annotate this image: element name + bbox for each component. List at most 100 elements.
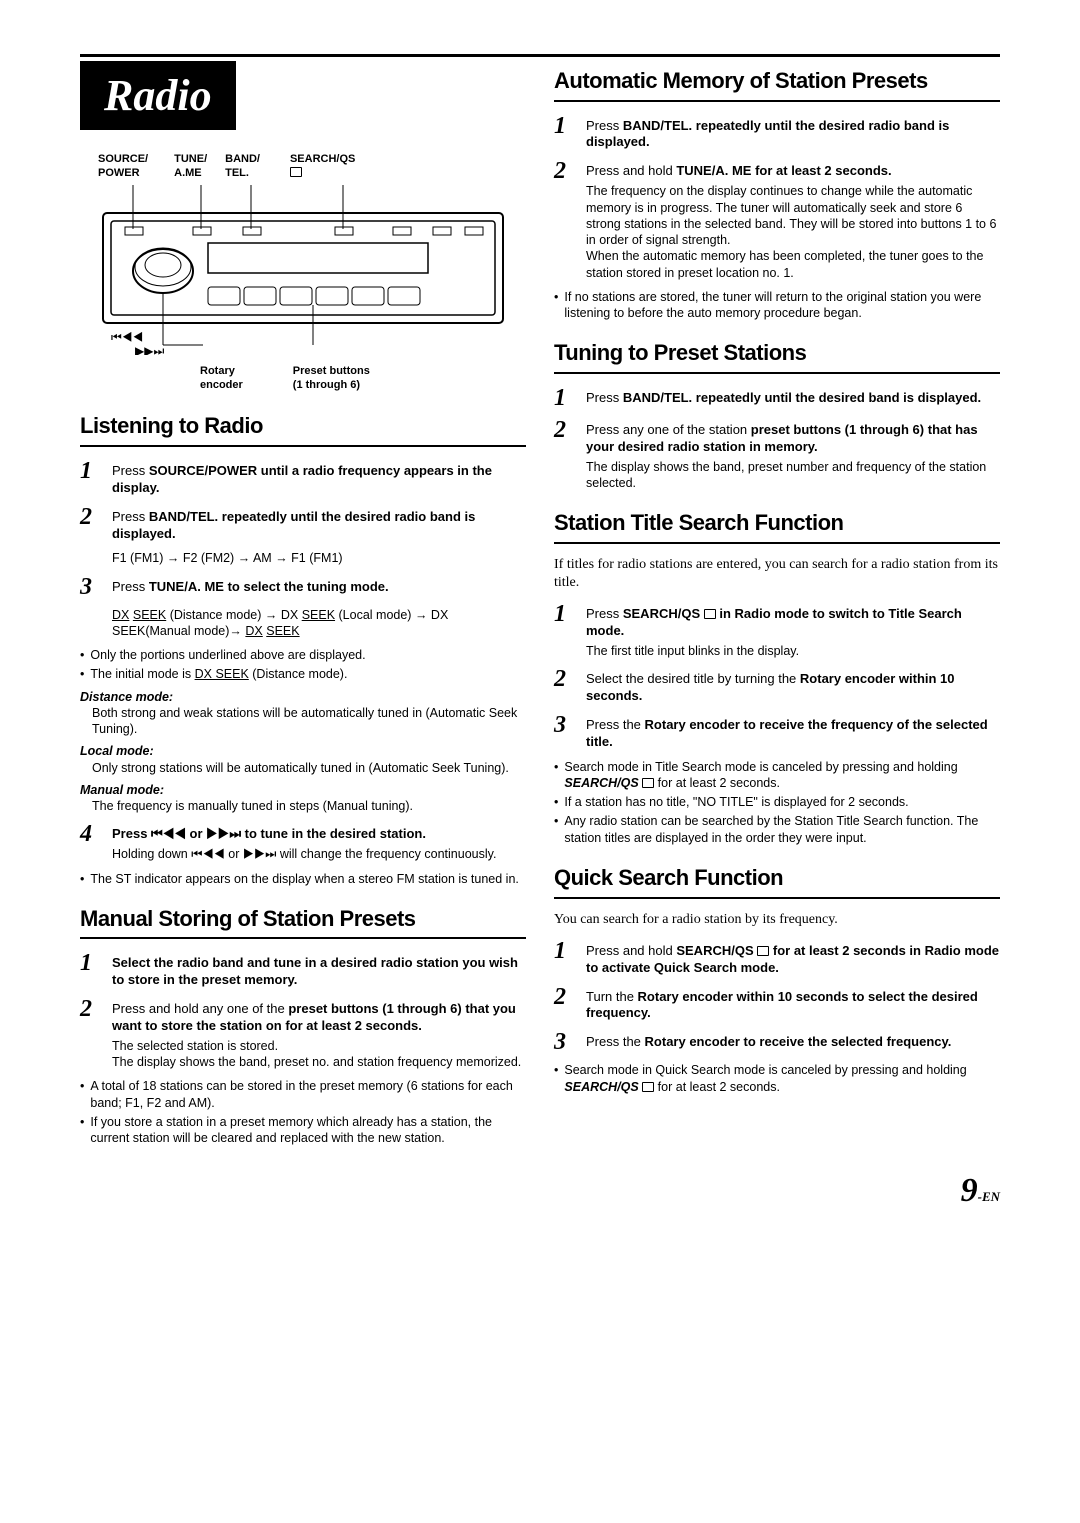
label-search-qs: SEARCH/QS xyxy=(290,152,355,181)
listening-note: The ST indicator appears on the display … xyxy=(80,871,526,887)
radio-illustration: ⏮◀◀ ▶▶⏭ xyxy=(80,185,526,355)
step-text: Press and hold TUNE/A. ME for at least 2… xyxy=(586,163,892,178)
step-sub: The display shows the band, preset numbe… xyxy=(586,459,1000,492)
mode-distance-label: Distance mode: xyxy=(80,689,526,705)
preset-step2: 2 Press any one of the station preset bu… xyxy=(554,418,1000,491)
book-icon xyxy=(642,1082,654,1092)
step-sub: The selected station is stored. The disp… xyxy=(112,1038,526,1071)
step-number: 3 xyxy=(554,713,576,737)
step-number: 1 xyxy=(554,939,576,963)
titlesearch-bullet3: Any radio station can be searched by the… xyxy=(554,813,1000,846)
label-source-power: SOURCE/ POWER xyxy=(98,152,148,181)
step-number: 4 xyxy=(80,822,102,846)
manual-bullet2: If you store a station in a preset memor… xyxy=(80,1114,526,1147)
radio-diagram: SOURCE/ POWER TUNE/ A.ME BAND/ TEL. SEAR… xyxy=(80,152,526,392)
step-text: Press ⏮◀◀ or ▶▶⏭ to tune in the desired … xyxy=(112,826,426,841)
step-text: Press TUNE/A. ME to select the tuning mo… xyxy=(112,579,389,594)
listening-step1: 1 Press SOURCE/POWER until a radio frequ… xyxy=(80,459,526,497)
step-text: Press the Rotary encoder to receive the … xyxy=(586,717,988,749)
listening-step2: 2 Press BAND/TEL. repeatedly until the d… xyxy=(80,505,526,543)
step-text: Press and hold any one of the preset but… xyxy=(112,1001,516,1033)
left-column: Radio SOURCE/ POWER TUNE/ A.ME BAND/ TEL… xyxy=(80,61,526,1149)
titlesearch-bullet1: Search mode in Title Search mode is canc… xyxy=(554,759,1000,792)
quicksearch-step1: 1 Press and hold SEARCH/QS for at least … xyxy=(554,939,1000,977)
diagram-bottom-labels: Rotary encoder Preset buttons (1 through… xyxy=(80,364,526,393)
step-text: Press the Rotary encoder to receive the … xyxy=(586,1034,951,1049)
book-icon xyxy=(642,778,654,788)
step-number: 2 xyxy=(80,505,102,529)
step-sub: Holding down ⏮◀◀ or ▶▶⏭ will change the … xyxy=(112,846,526,862)
step-text: Press BAND/TEL. repeatedly until the des… xyxy=(112,509,475,541)
section-underline xyxy=(554,100,1000,102)
auto-step1: 1 Press BAND/TEL. repeatedly until the d… xyxy=(554,114,1000,152)
step-number: 2 xyxy=(554,667,576,691)
step-number: 3 xyxy=(80,575,102,599)
step-text: Press BAND/TEL. repeatedly until the des… xyxy=(586,390,981,405)
step-text: Press SEARCH/QS in Radio mode to switch … xyxy=(586,606,962,638)
mode-distance-text: Both strong and weak stations will be au… xyxy=(92,705,526,738)
mode-manual-text: The frequency is manually tuned in steps… xyxy=(92,798,526,814)
section-quicksearch-title: Quick Search Function xyxy=(554,864,1000,893)
quicksearch-step2: 2 Turn the Rotary encoder within 10 seco… xyxy=(554,985,1000,1023)
manual-step1: 1 Select the radio band and tune in a de… xyxy=(80,951,526,989)
step-number: 2 xyxy=(554,418,576,442)
listening-bullet2: The initial mode is DX SEEK (Distance mo… xyxy=(80,666,526,682)
label-tune-ame: TUNE/ A.ME xyxy=(174,152,207,181)
auto-bullet1: If no stations are stored, the tuner wil… xyxy=(554,289,1000,322)
section-underline xyxy=(80,445,526,447)
titlesearch-step1: 1 Press SEARCH/QS in Radio mode to switc… xyxy=(554,602,1000,659)
step-number: 2 xyxy=(554,159,576,183)
preset-step1: 1 Press BAND/TEL. repeatedly until the d… xyxy=(554,386,1000,410)
section-titlesearch-title: Station Title Search Function xyxy=(554,509,1000,538)
step-text: Select the radio band and tune in a desi… xyxy=(112,955,518,987)
label-preset-buttons: Preset buttons (1 through 6) xyxy=(293,364,370,393)
main-columns: Radio SOURCE/ POWER TUNE/ A.ME BAND/ TEL… xyxy=(80,61,1000,1149)
listening-bullet1: Only the portions underlined above are d… xyxy=(80,647,526,663)
svg-text:▶▶⏭: ▶▶⏭ xyxy=(135,344,164,355)
listening-step3: 3 Press TUNE/A. ME to select the tuning … xyxy=(80,575,526,599)
label-rotary-encoder: Rotary encoder xyxy=(200,364,243,393)
diagram-top-labels: SOURCE/ POWER TUNE/ A.ME BAND/ TEL. SEAR… xyxy=(80,152,526,181)
step-text: Press BAND/TEL. repeatedly until the des… xyxy=(586,118,949,150)
step-sub: The first title input blinks in the disp… xyxy=(586,643,1000,659)
step-number: 2 xyxy=(554,985,576,1009)
step-text: Press and hold SEARCH/QS for at least 2 … xyxy=(586,943,999,975)
step-text: Select the desired title by turning the … xyxy=(586,671,955,703)
listening-step4: 4 Press ⏮◀◀ or ▶▶⏭ to tune in the desire… xyxy=(80,822,526,862)
page-suffix: -EN xyxy=(978,1189,1000,1204)
step-text: Press any one of the station preset butt… xyxy=(586,422,978,454)
titlesearch-step2: 2 Select the desired title by turning th… xyxy=(554,667,1000,705)
section-underline xyxy=(554,897,1000,899)
section-underline xyxy=(554,372,1000,374)
section-manual-title: Manual Storing of Station Presets xyxy=(80,905,526,934)
step-number: 1 xyxy=(554,114,576,138)
titlesearch-intro: If titles for radio stations are entered… xyxy=(554,556,1000,592)
step3-indent: DX SEEK (Distance mode) → DX SEEK (Local… xyxy=(112,607,526,640)
page-big: 9 xyxy=(961,1172,978,1209)
titlesearch-step3: 3 Press the Rotary encoder to receive th… xyxy=(554,713,1000,751)
page-number: 9-EN xyxy=(80,1169,1000,1213)
right-column: Automatic Memory of Station Presets 1 Pr… xyxy=(554,61,1000,1149)
step-number: 2 xyxy=(80,997,102,1021)
quicksearch-intro: You can search for a radio station by it… xyxy=(554,911,1000,929)
book-icon xyxy=(757,946,769,956)
section-listening-title: Listening to Radio xyxy=(80,412,526,441)
book-icon xyxy=(704,609,716,619)
svg-text:⏮◀◀: ⏮◀◀ xyxy=(111,330,143,344)
quicksearch-bullet1: Search mode in Quick Search mode is canc… xyxy=(554,1062,1000,1095)
auto-step2: 2 Press and hold TUNE/A. ME for at least… xyxy=(554,159,1000,280)
manual-step2: 2 Press and hold any one of the preset b… xyxy=(80,997,526,1070)
step-number: 1 xyxy=(80,951,102,975)
book-icon xyxy=(290,167,302,177)
mode-local-label: Local mode: xyxy=(80,743,526,759)
step-text: Press SOURCE/POWER until a radio frequen… xyxy=(112,463,492,495)
page-title: Radio xyxy=(80,61,236,130)
step-number: 3 xyxy=(554,1030,576,1054)
mode-manual-label: Manual mode: xyxy=(80,782,526,798)
label-band-tel: BAND/ TEL. xyxy=(225,152,260,181)
step-sub: The frequency on the display continues t… xyxy=(586,183,1000,281)
section-underline xyxy=(554,542,1000,544)
titlesearch-bullet2: If a station has no title, "NO TITLE" is… xyxy=(554,794,1000,810)
mode-local-text: Only strong stations will be automatical… xyxy=(92,760,526,776)
step-number: 1 xyxy=(80,459,102,483)
